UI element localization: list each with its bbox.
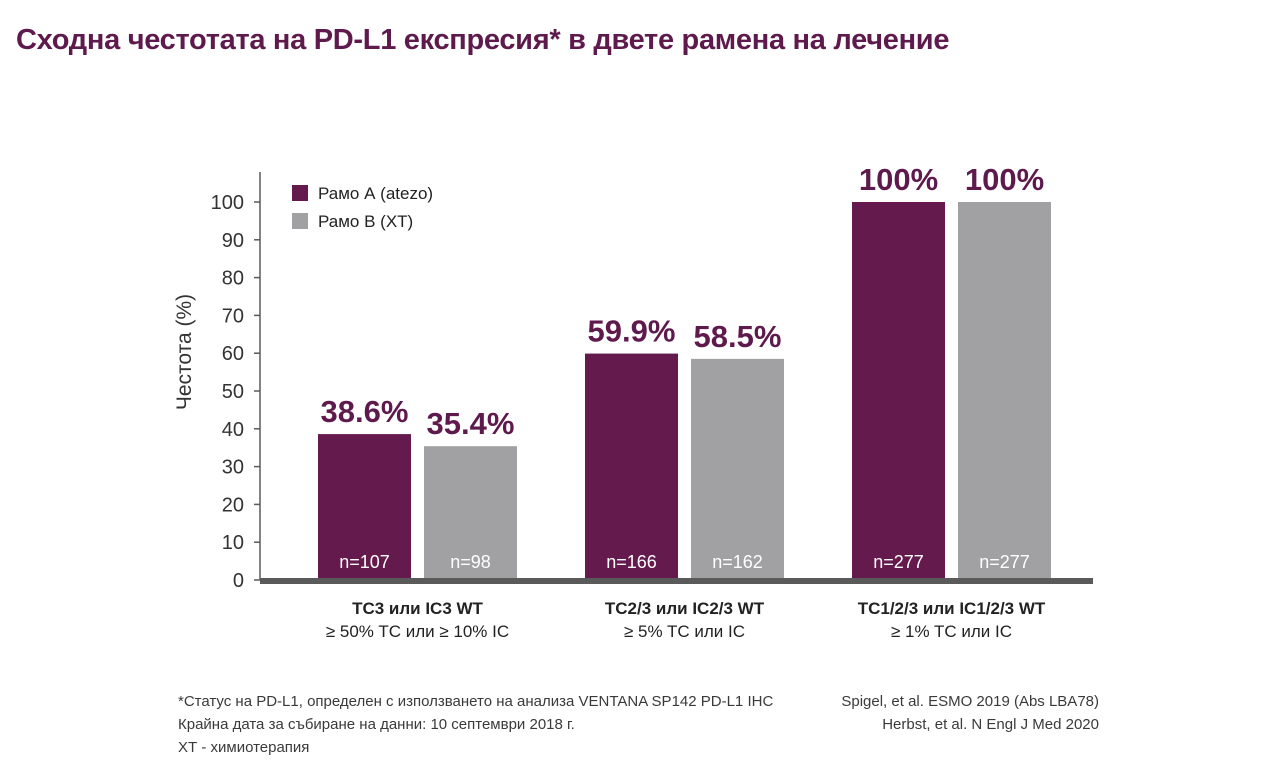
reference-herbst: Herbst, et al. N Engl J Med 2020 (882, 716, 1099, 733)
reference-spigel: Spigel, et al. ESMO 2019 (Abs LBA78) (841, 693, 1099, 710)
y-tick-label: 10 (222, 532, 244, 554)
y-tick-label: 20 (222, 494, 244, 516)
footnote-pdl1-assay: *Статус на PD-L1, определен с използване… (178, 693, 774, 710)
x-category-sublabel: ≥ 50% TC или ≥ 10% IC (326, 622, 509, 641)
bar (318, 434, 411, 580)
y-tick-label: 30 (222, 457, 244, 479)
bar-n-label: n=107 (339, 552, 390, 572)
bar-value-label: 59.9% (588, 314, 676, 349)
bar-n-label: n=277 (979, 552, 1030, 572)
y-tick-label: 40 (222, 419, 244, 441)
legend-label: Рамо В (ХТ) (318, 212, 413, 231)
bar-n-label: n=166 (606, 552, 657, 572)
bar-value-label: 38.6% (321, 394, 409, 429)
y-axis-label: Честота (%) (173, 294, 196, 410)
legend-label: Рамо А (atezo) (318, 184, 433, 203)
bar-chart: 0 10 20 30 40 50 60 70 80 90 100 Честота (%) 38.6% n=… (173, 162, 1093, 641)
page-title: Сходна честотата на PD-L1 експресия* в д… (16, 24, 950, 56)
legend-swatch (292, 213, 308, 229)
bar-value-label: 100% (965, 162, 1044, 197)
x-category-label: TC3 или IC3 WT (352, 599, 483, 618)
bar-value-label: 35.4% (427, 406, 515, 441)
y-tick-label: 80 (222, 268, 244, 290)
footnote-abbreviation: ХТ - химиотерапия (178, 739, 310, 756)
bar-n-label: n=162 (712, 552, 763, 572)
footnotes-right: Spigel, et al. ESMO 2019 (Abs LBA78) Her… (841, 690, 1099, 736)
y-tick-label: 50 (222, 381, 244, 403)
bar (424, 446, 517, 580)
y-tick-label: 0 (233, 570, 244, 592)
y-tick-label: 100 (211, 192, 244, 214)
x-category-label: TC2/3 или IC2/3 WT (605, 599, 765, 618)
bar-n-label: n=98 (450, 552, 491, 572)
x-category-sublabel: ≥ 1% TC или IC (891, 622, 1012, 641)
footnotes-left: *Статус на PD-L1, определен с използване… (178, 690, 773, 759)
bar (585, 353, 678, 580)
x-category-sublabel: ≥ 5% TC или IC (624, 622, 745, 641)
bar-n-label: n=277 (873, 552, 924, 572)
y-tick-label: 90 (222, 230, 244, 252)
y-tick-label: 70 (222, 305, 244, 327)
bar-value-label: 58.5% (694, 319, 782, 354)
x-category-label: TC1/2/3 или IC1/2/3 WT (858, 599, 1046, 618)
bar-value-label: 100% (859, 162, 938, 197)
bar (958, 202, 1051, 580)
legend-swatch (292, 185, 308, 201)
bar (852, 202, 945, 580)
y-tick-label: 60 (222, 343, 244, 365)
footnote-data-cutoff: Крайна дата за събиране на данни: 10 сеп… (178, 716, 575, 733)
bar (691, 358, 784, 580)
x-axis-baseline (260, 578, 1093, 584)
